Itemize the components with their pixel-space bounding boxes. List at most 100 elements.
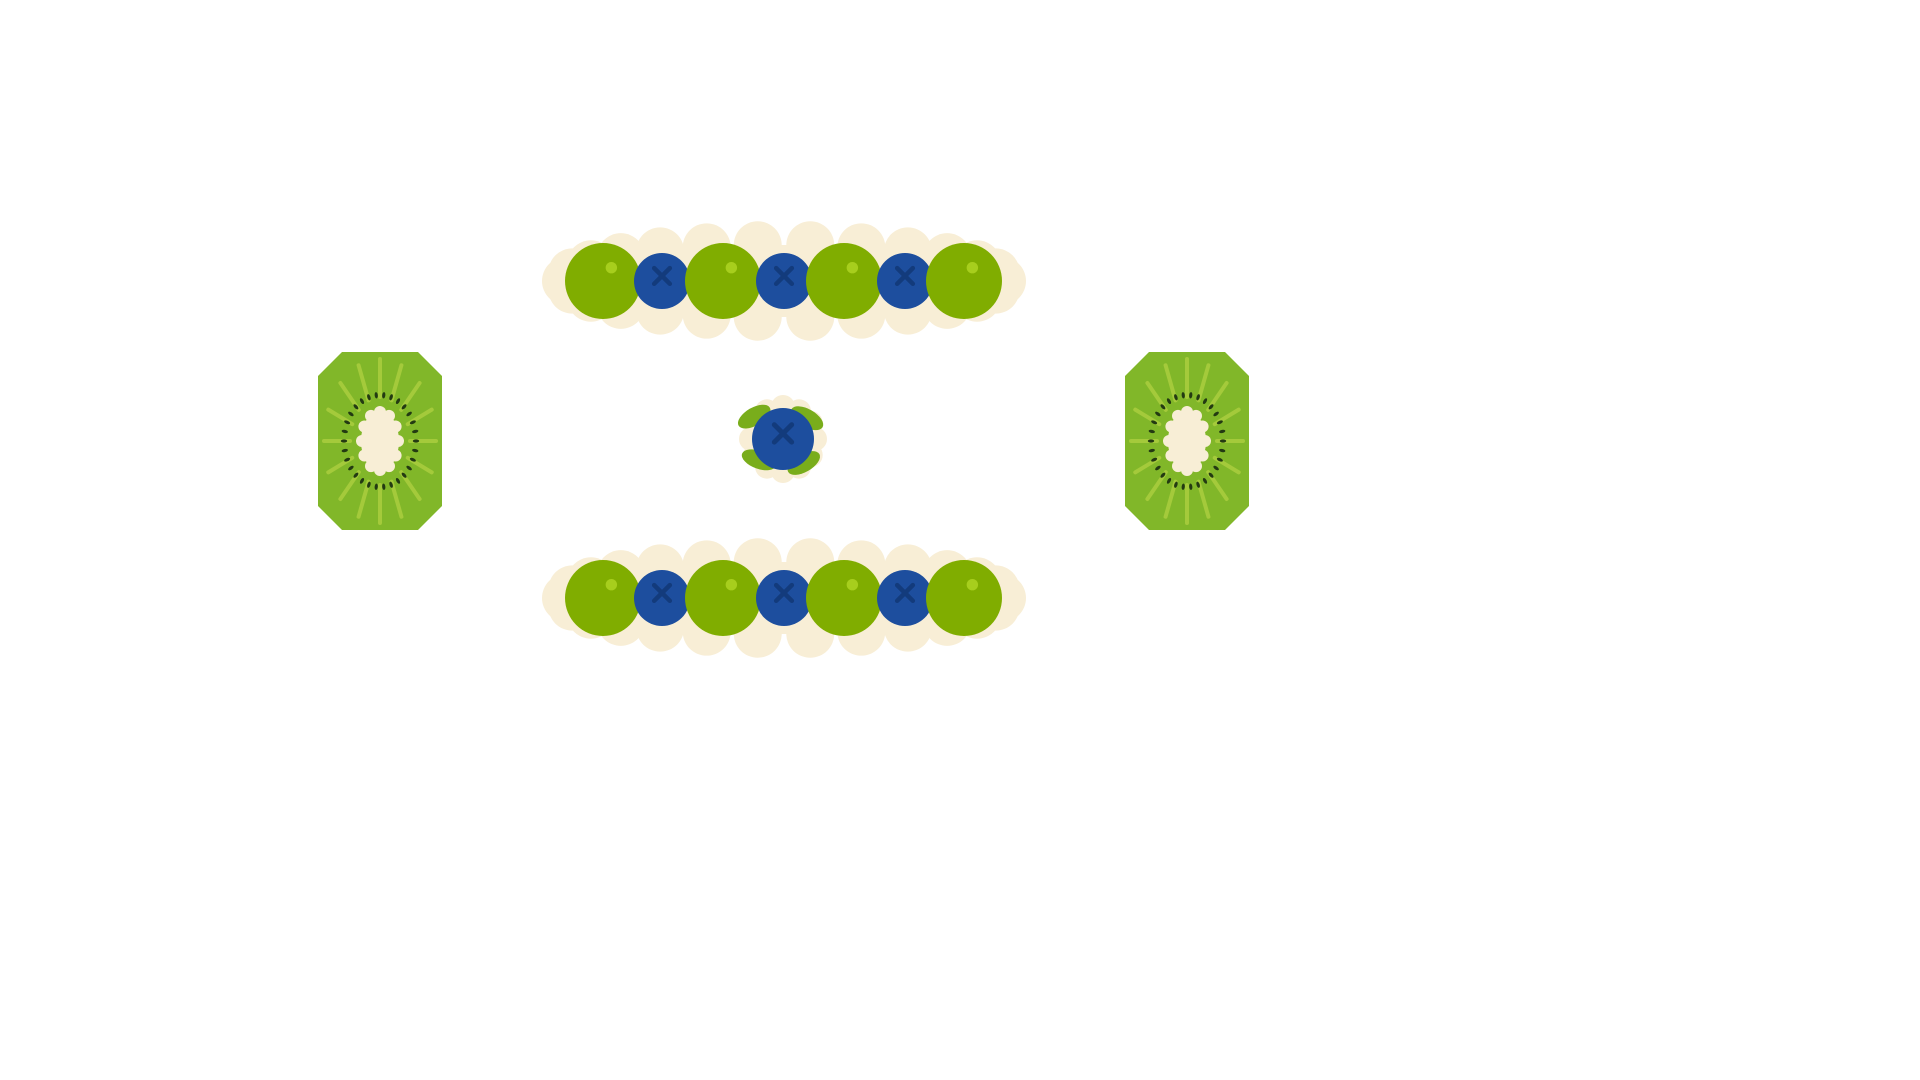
kiwi-seed (1174, 481, 1178, 488)
kiwi-seed (1202, 398, 1208, 405)
kiwi-seed (1216, 457, 1223, 462)
blueberry-crown-icon (894, 265, 916, 287)
grape-body (565, 560, 641, 636)
kiwi-core-bump (1181, 406, 1193, 418)
blueberry (877, 570, 933, 626)
kiwi-core-fill (361, 411, 399, 471)
kiwi-seed (1213, 465, 1219, 471)
kiwi-seed (1181, 392, 1185, 399)
kiwi-core-bump (1172, 409, 1184, 422)
kiwi-seed (409, 420, 416, 425)
grape (565, 560, 641, 636)
kiwi-seed (1155, 465, 1161, 471)
fruit-row-bottom (542, 538, 1026, 658)
kiwi-seed (1160, 472, 1166, 478)
grape (806, 560, 882, 636)
kiwi-seed (1148, 429, 1155, 434)
kiwi-ray (356, 363, 371, 403)
blueberry-crown-icon (651, 582, 673, 604)
grape-body (685, 243, 761, 319)
kiwi-seed (341, 448, 348, 453)
grape-highlight (725, 262, 738, 274)
kiwi-ray (356, 479, 371, 519)
blueberry (752, 408, 814, 470)
kiwi-seed (1160, 404, 1166, 410)
kiwi-seed (1166, 398, 1172, 405)
leaf-icon (787, 451, 821, 475)
blueberry-body (634, 570, 690, 626)
grape-body (806, 243, 882, 319)
kiwi-seed (1155, 411, 1161, 417)
kiwi-core-bump (1165, 449, 1178, 462)
kiwi-core-bump (374, 464, 386, 476)
leaf-icon (737, 404, 771, 429)
blueberry-body (756, 253, 812, 309)
kiwi-seed (359, 398, 365, 405)
kiwi-seed (1174, 394, 1178, 401)
kiwi-seed (1219, 448, 1226, 453)
kiwi-seed (401, 472, 407, 478)
blueberry-crown-icon (773, 265, 795, 287)
kiwi-seed (1202, 477, 1208, 484)
kiwi-seed (1147, 439, 1155, 443)
blueberry-body (634, 253, 690, 309)
kiwi-seed (374, 483, 378, 490)
grape (685, 243, 761, 319)
kiwi-core-bump (392, 435, 404, 447)
kiwi-ray (1196, 363, 1211, 403)
kiwi-core-bump (365, 409, 377, 422)
grape-body (926, 560, 1002, 636)
kiwi-core-bump (374, 406, 386, 418)
kiwi-seed (1196, 481, 1200, 488)
kiwi-seed (382, 392, 386, 399)
blueberry-body (877, 570, 933, 626)
kiwi-ray (389, 363, 404, 403)
kiwi-core (356, 406, 404, 476)
blueberry-centerpiece (737, 395, 827, 483)
blueberry-body (756, 570, 812, 626)
kiwi-core-bump (356, 435, 368, 447)
kiwi-core-fill (1168, 411, 1206, 471)
grape-body (806, 560, 882, 636)
kiwi-ray (1163, 363, 1178, 403)
kiwi-seed (412, 448, 419, 453)
kiwi-seed (344, 420, 351, 425)
kiwi-core-bump (1196, 420, 1209, 433)
kiwi-core-bump (1163, 435, 1175, 447)
kiwi-core-bump (1190, 460, 1202, 473)
kiwi-seed (412, 429, 419, 434)
kiwi-seed (412, 439, 420, 443)
kiwi-core-bump (1165, 420, 1178, 433)
kiwi-seed (1181, 483, 1185, 490)
kiwi-core-bump (365, 460, 377, 473)
kiwi-core-bump (389, 449, 402, 462)
kiwi-seed (1216, 420, 1223, 425)
blueberry (756, 253, 812, 309)
kiwi-core-bump (1190, 409, 1202, 422)
kiwi-seed (367, 394, 371, 401)
kiwi-seed (1208, 404, 1214, 410)
grape (565, 243, 641, 319)
blueberry (634, 570, 690, 626)
kiwi-seed (1189, 392, 1193, 399)
kiwi-seed (367, 481, 371, 488)
kiwi-seed (340, 439, 348, 443)
kiwi-seed (406, 465, 412, 471)
grape-highlight (725, 579, 738, 591)
kiwi-seed (1213, 411, 1219, 417)
grape-highlight (846, 579, 859, 591)
blueberry (634, 253, 690, 309)
kiwi-core-bump (358, 420, 371, 433)
kiwi-core-bump (1199, 435, 1211, 447)
kiwi-seed (1151, 420, 1158, 425)
blueberry (756, 570, 812, 626)
kiwi-seed (389, 481, 393, 488)
blueberry-body (752, 408, 814, 470)
blueberry (877, 253, 933, 309)
kiwi-core-bump (1196, 449, 1209, 462)
fruit-row-top (542, 221, 1026, 341)
kiwi-seed (401, 404, 407, 410)
kiwi-seed (1166, 477, 1172, 484)
kiwi-slice-left (318, 352, 442, 530)
blueberry-body (877, 253, 933, 309)
